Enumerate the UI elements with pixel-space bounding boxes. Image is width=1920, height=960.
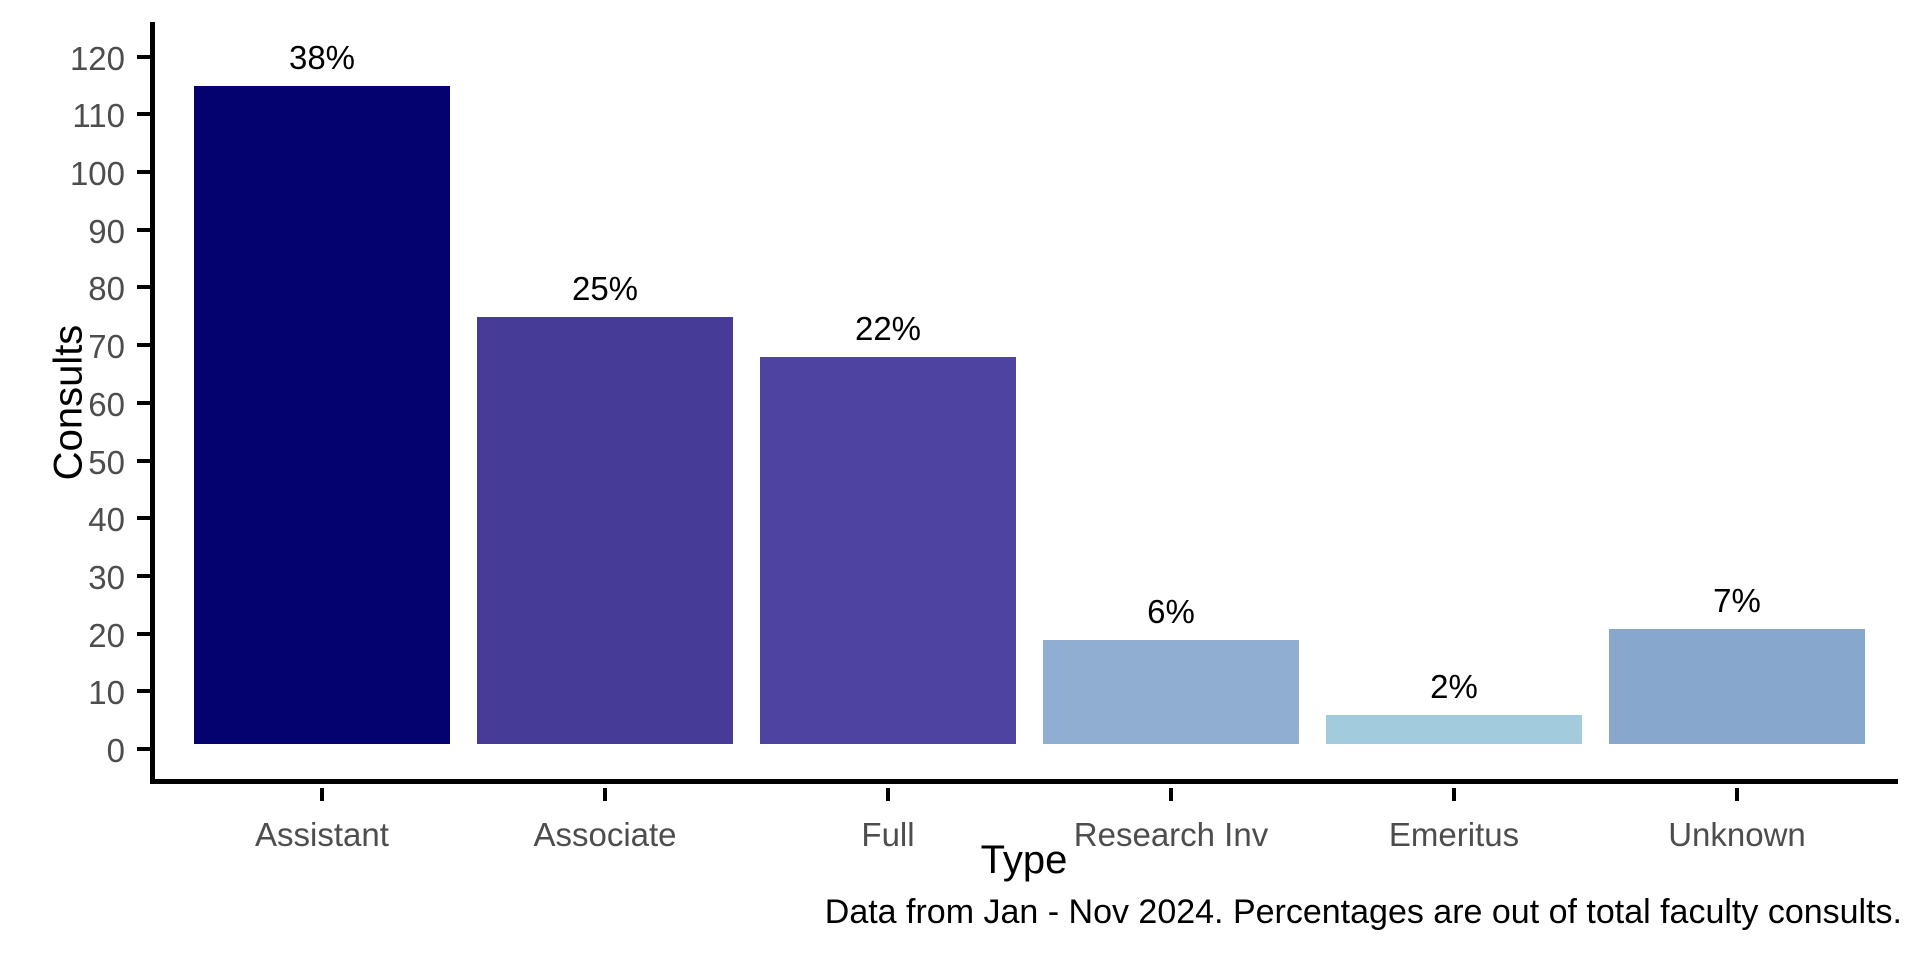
y-tick-label: 80 [88,270,125,308]
bar-percent-label-research-inv: 6% [1147,593,1195,630]
y-tick-label: 70 [88,328,125,366]
bar-research-inv [1043,640,1299,744]
y-tick-mark [137,747,150,751]
bar-unknown [1609,629,1865,744]
x-axis-title: Type [980,838,1068,882]
x-tick-label-full: Full [861,816,915,853]
y-tick-label: 20 [88,616,125,654]
y-tick-mark [137,689,150,694]
bar-assistant [194,86,450,744]
x-tick-label-assistant: Assistant [255,816,389,853]
x-tick-mark [1452,788,1456,801]
bar-percent-label-assistant: 38% [288,39,356,76]
y-tick-label: 100 [69,155,125,193]
bar-percent-label-emeritus: 2% [1430,668,1478,705]
x-tick-label-emeritus: Emeritus [1388,816,1520,853]
y-tick-label: 10 [88,674,125,712]
x-tick-label-unknown: Unknown [1668,816,1806,853]
y-tick-mark [137,516,150,521]
y-tick-label: 60 [88,385,125,423]
x-tick-mark [886,788,890,801]
x-tick-mark [603,788,607,801]
y-tick-mark [137,458,150,463]
y-tick-label: 120 [69,39,125,77]
x-tick-mark [1169,788,1173,801]
x-tick-mark [320,788,324,801]
y-tick-label: 50 [88,443,125,481]
y-tick-mark [137,400,150,405]
bar-associate [477,317,733,744]
chart-caption: Data from Jan - Nov 2024. Percentages ar… [824,893,1902,931]
y-tick-label: 40 [88,501,125,539]
plot-panel: 0 10 20 30 40 50 60 70 80 90 100 110 120 38% Assistant… [70,22,1898,851]
y-tick-mark [137,285,150,290]
y-tick-label: 90 [88,212,125,250]
bar-percent-label-associate: 25% [571,270,639,307]
y-tick-mark [137,112,150,117]
y-tick-label: 0 [106,732,125,769]
bar-emeritus [1326,715,1582,744]
x-tick-mark [1735,788,1739,801]
bar-full [760,357,1016,744]
bar-percent-label-full: 22% [854,310,922,347]
y-tick-label: 30 [88,558,125,596]
y-tick-label: 110 [72,97,125,135]
x-tick-label-associate: Associate [533,816,677,853]
y-tick-mark [137,343,150,348]
y-tick-mark [137,631,150,636]
y-tick-mark [137,573,150,578]
x-tick-label-research-inv: Research Inv [1073,816,1269,853]
bar-percent-label-unknown: 7% [1713,582,1761,619]
y-tick-mark [137,170,150,175]
y-tick-mark [137,227,150,232]
y-tick-mark [137,54,150,59]
